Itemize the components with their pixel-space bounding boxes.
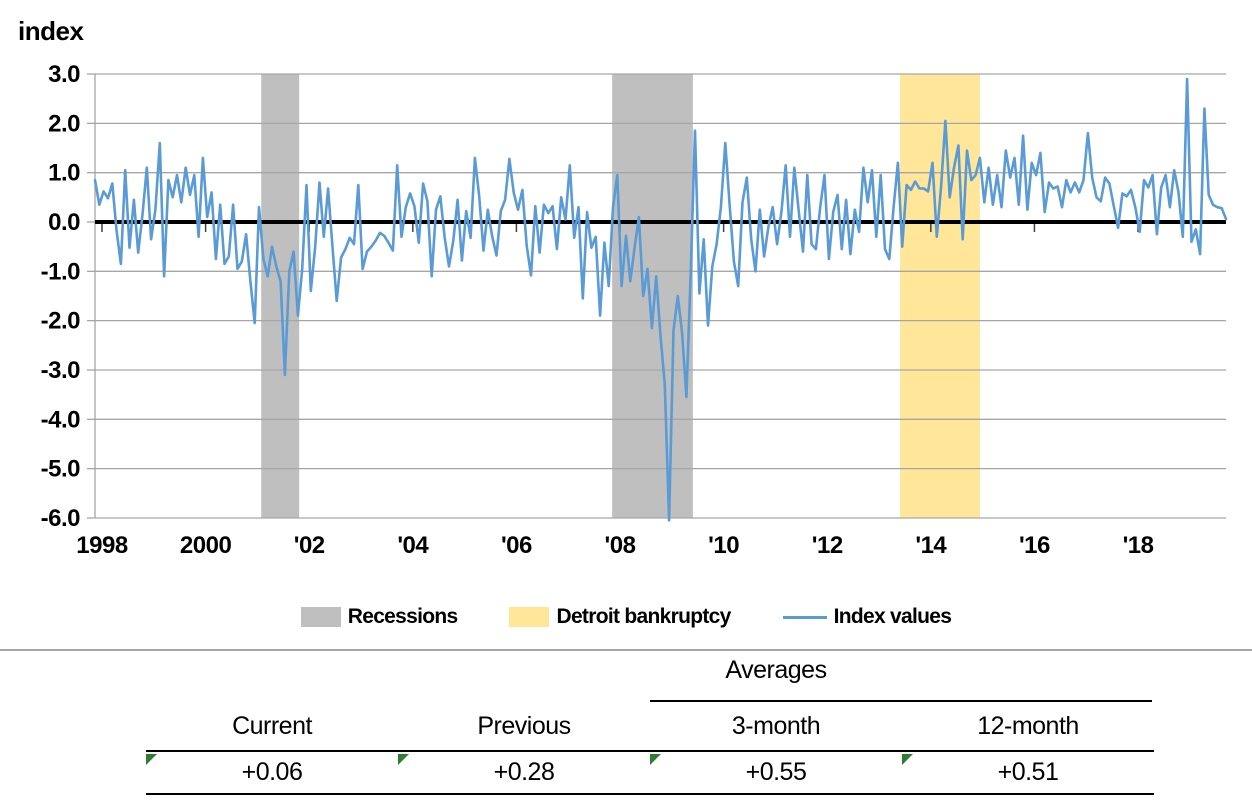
y-tick-label: 3.0 (48, 61, 80, 88)
y-tick-label: -2.0 (41, 308, 81, 335)
table-header-3-month: 3-month (731, 711, 821, 740)
table-value: +0.28 (493, 758, 555, 786)
legend-item-index-values: Index values (782, 605, 952, 629)
legend-label: Recessions (347, 605, 458, 628)
averages-group-row: Averages (146, 654, 1154, 702)
y-tick-label: 2.0 (48, 110, 80, 137)
legend-label: Detroit bankruptcy (556, 605, 731, 628)
legend-line-swatch (782, 615, 827, 619)
legend-band-swatch (300, 607, 341, 627)
table-header-previous: Previous (477, 711, 571, 740)
x-tick-label: '08 (605, 532, 636, 559)
y-tick-label: -4.0 (41, 406, 81, 433)
table-value: +0.55 (745, 758, 807, 786)
x-tick-label: '14 (915, 532, 947, 559)
recession-band (612, 74, 693, 518)
x-tick-label: '04 (397, 532, 429, 559)
y-tick-label: -3.0 (41, 357, 81, 384)
y-tick-label: 0.0 (48, 209, 80, 236)
table-value-cell: +0.51 (902, 752, 1154, 793)
table-value: +0.06 (241, 758, 303, 786)
x-tick-label: '18 (1123, 532, 1154, 559)
averages-group-header: Averages (725, 656, 827, 684)
table-header-12-month: 12-month (977, 711, 1079, 740)
legend-item-recessions: Recessions (300, 605, 458, 629)
table-header-row: Current Previous 3-month 12-month (146, 702, 1154, 752)
x-tick-label: 2000 (180, 532, 232, 559)
legend-band-swatch (509, 607, 550, 627)
table-value-cell: +0.55 (650, 752, 902, 793)
index-line-chart: 3.0 2.0 1.0 0.0 -1.0 -2.0 -3.0 -4.0 -5.0 -6.01998… (41, 61, 1228, 559)
x-tick-label: '02 (294, 532, 325, 559)
table-value-row: +0.06 +0.28 +0.55 +0.51 (146, 752, 1154, 795)
cell-corner-marker-icon (146, 754, 157, 765)
y-tick-label: -6.0 (41, 505, 81, 532)
averages-underline (650, 700, 1152, 702)
x-tick-label: '12 (812, 532, 843, 559)
table-top-rule (0, 649, 1252, 651)
y-tick-label: -5.0 (41, 456, 81, 483)
legend-item-detroit-bankruptcy: Detroit bankruptcy (509, 605, 731, 629)
chart-title: index (18, 16, 84, 46)
table-value-cell: +0.28 (398, 752, 650, 793)
cell-corner-marker-icon (902, 754, 913, 765)
y-tick-label: -1.0 (41, 258, 81, 285)
x-tick-label: '10 (708, 532, 739, 559)
legend-label: Index values (833, 605, 952, 628)
index-values-line (93, 77, 1228, 522)
y-tick-label: 1.0 (48, 160, 80, 187)
x-tick-label: '16 (1019, 532, 1050, 559)
table-header-current: Current (232, 711, 312, 740)
table-value-cell: +0.06 (146, 752, 398, 793)
x-tick-label: '06 (501, 532, 532, 559)
cell-corner-marker-icon (398, 754, 409, 765)
bankruptcy-band (900, 74, 980, 518)
table-value: +0.51 (997, 758, 1059, 786)
summary-table: Averages Current Previous 3-month 12-month … (146, 654, 1154, 795)
x-tick-label: 1998 (76, 532, 128, 559)
cell-corner-marker-icon (650, 754, 661, 765)
chart-legend: Recessions Detroit bankruptcy Index values (0, 598, 1252, 636)
